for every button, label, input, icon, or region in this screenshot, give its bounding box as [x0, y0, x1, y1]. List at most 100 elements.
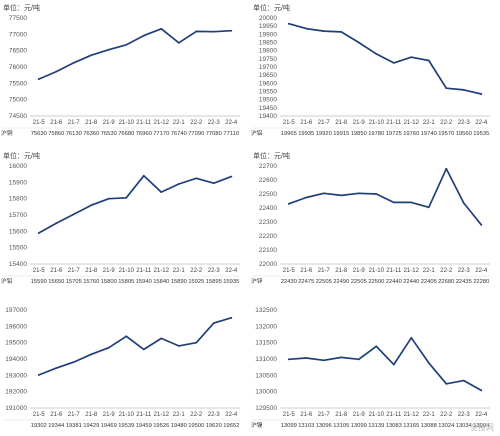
x-tick-label: 21-12 [154, 120, 170, 126]
data-point [340, 194, 343, 197]
value-label: 76740 [171, 131, 187, 137]
value-label: 22475 [298, 279, 314, 285]
value-label: 76960 [136, 131, 152, 137]
y-tick-label: 19650 [259, 72, 277, 79]
y-tick-label: 195000 [5, 340, 27, 347]
y-tick-label: 19450 [259, 105, 277, 112]
data-point [37, 78, 40, 80]
value-label: 19935 [298, 131, 314, 137]
x-tick-label: 21-9 [353, 120, 366, 126]
x-tick-label: 21-11 [136, 120, 152, 126]
data-point [90, 204, 93, 207]
value-label: 15805 [118, 279, 134, 285]
data-point [410, 201, 413, 204]
data-point [90, 54, 93, 57]
y-tick-label: 19550 [259, 89, 277, 96]
data-point [142, 34, 145, 37]
value-label: 15840 [153, 279, 169, 285]
y-tick-label: 132000 [255, 323, 277, 330]
value-label: 15800 [101, 279, 117, 285]
value-label: 19780 [368, 131, 384, 137]
data-point [357, 358, 360, 361]
value-label: 19965 [281, 131, 297, 137]
value-label: 15650 [48, 279, 64, 285]
x-tick-label: 21-10 [369, 268, 385, 274]
data-point [392, 363, 395, 366]
data-point [55, 367, 58, 370]
chart-svg: 129500 130000 130500 131000 131500 132000 1325… [251, 307, 490, 429]
x-tick-label: 21-7 [318, 120, 331, 126]
x-tick-label: 22-3 [208, 412, 221, 418]
y-tick-label: 15900 [9, 179, 27, 186]
y-tick-label: 22200 [259, 233, 277, 240]
x-tick-label: 22-3 [458, 120, 471, 126]
y-tick-label: 77500 [9, 15, 27, 22]
data-point [322, 359, 325, 362]
data-point [462, 202, 465, 204]
watermark-logo: 金投网 [470, 423, 494, 432]
data-point [287, 202, 290, 205]
value-label: 75860 [48, 131, 64, 137]
series-line [37, 174, 233, 234]
data-point [392, 201, 395, 204]
value-label: 19526 [153, 423, 169, 429]
y-tick-label: 15600 [9, 228, 27, 235]
x-tick-label: 21-6 [50, 268, 63, 274]
y-tick-label: 194000 [5, 356, 27, 363]
x-tick-label: 22-3 [208, 268, 221, 274]
y-tick-label: 75000 [9, 97, 27, 104]
value-label: 19850 [351, 131, 367, 137]
value-label: 19652 [223, 423, 239, 429]
x-tick-label: 22-2 [440, 120, 453, 126]
value-label: 13004 [473, 423, 490, 429]
x-tick-label: 21-11 [136, 268, 152, 274]
value-label: 19725 [386, 131, 402, 137]
value-label: 19570 [438, 131, 454, 137]
value-label: 19535 [473, 131, 489, 137]
value-label: 15935 [223, 279, 239, 285]
data-point [90, 353, 93, 356]
y-tick-label: 196000 [5, 323, 27, 330]
value-label: 22405 [421, 279, 437, 285]
value-label: 13024 [438, 423, 455, 429]
value-label: 22680 [438, 279, 454, 285]
y-tick-label: 76500 [9, 48, 27, 55]
y-tick-label: 22100 [259, 247, 277, 254]
y-tick-label: 130000 [255, 389, 277, 396]
x-tick-label: 21-10 [119, 412, 135, 418]
row-label: 沪锌 [251, 277, 263, 285]
x-tick-label: 21-8 [335, 412, 348, 418]
chart-nickel: 129500 130000 130500 131000 131500 132000 1325… [250, 292, 498, 436]
data-point [410, 336, 413, 339]
row-label: 沪铅 [1, 277, 13, 285]
value-label: 19620 [206, 423, 222, 429]
data-point [160, 27, 163, 30]
y-tick-label: 132500 [255, 307, 277, 314]
data-point [322, 30, 325, 32]
y-tick-label: 74500 [9, 113, 27, 120]
value-label: 13096 [316, 423, 332, 429]
y-tick-label: 19800 [259, 48, 277, 55]
data-point [305, 196, 308, 199]
x-tick-label: 21-6 [50, 120, 63, 126]
y-tick-label: 15500 [9, 245, 27, 252]
data-point [195, 341, 198, 344]
value-label: 15760 [83, 279, 99, 285]
value-label: 22440 [403, 279, 419, 285]
value-label: 15705 [66, 279, 82, 285]
y-tick-label: 192000 [5, 389, 27, 396]
value-label: 22505 [316, 279, 332, 285]
data-point [357, 192, 360, 195]
y-tick-label: 77000 [9, 31, 27, 38]
x-tick-label: 22-1 [173, 412, 186, 418]
chart-svg: 191000 192000 193000 194000 195000 196000 1970… [2, 307, 240, 429]
x-tick-label: 21-11 [386, 120, 402, 126]
chart-zinc: 单位：元/吨 22000 22100 22200 22300 22400 22500 2260… [250, 148, 498, 292]
value-label: 13103 [298, 423, 314, 429]
data-point [212, 182, 215, 185]
data-point [160, 337, 163, 340]
value-label: 19429 [83, 423, 99, 429]
data-point [305, 27, 308, 30]
data-point [72, 213, 75, 216]
